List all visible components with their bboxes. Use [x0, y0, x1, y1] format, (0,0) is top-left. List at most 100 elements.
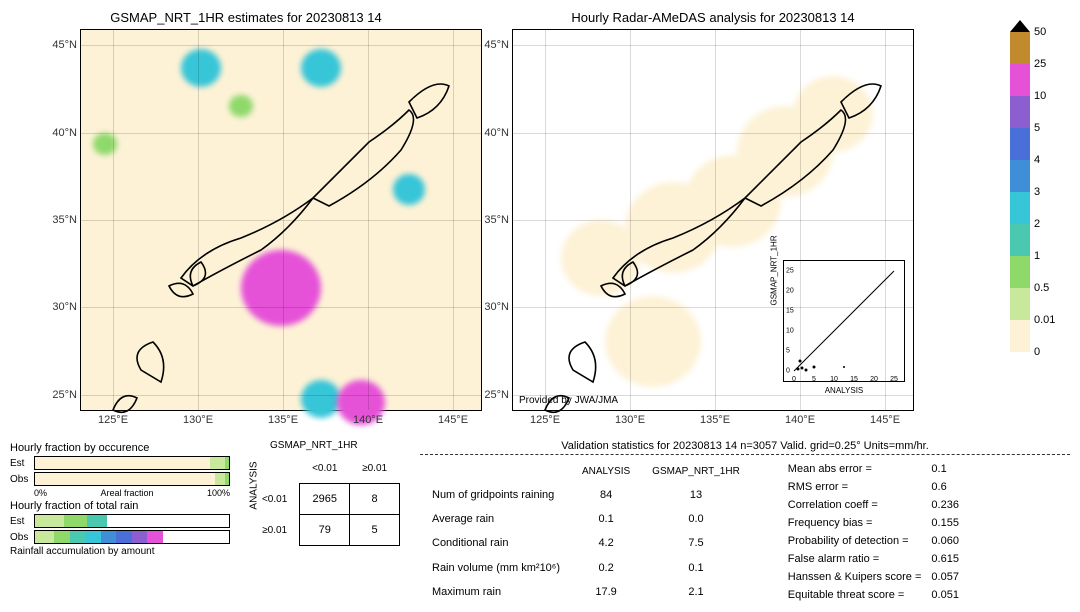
- ytick: 35°N: [52, 214, 81, 226]
- stats-cell: Conditional rain: [422, 532, 570, 554]
- stats-cell: 0.0: [642, 508, 750, 530]
- bar-area: [34, 472, 230, 486]
- metric-value: 0.236: [927, 497, 963, 513]
- colorbar-tick: 0: [1034, 346, 1040, 358]
- bar-seg: [163, 531, 229, 543]
- colorbar-tick: 0.01: [1034, 314, 1055, 326]
- xtick: 145°E: [438, 410, 468, 426]
- ct-col: ≥0.01: [350, 453, 400, 484]
- xtick: 145°E: [870, 410, 900, 426]
- stats-cell: 0.1: [642, 556, 750, 578]
- colorbar-tick: 50: [1034, 26, 1046, 38]
- metric-value: 0.1: [927, 461, 963, 477]
- bar-area: [34, 530, 230, 544]
- precip-blob: [393, 174, 425, 204]
- inset-tick: 5: [786, 348, 790, 355]
- stats-cell: 0.1: [572, 508, 640, 530]
- inset-tick: 25: [890, 376, 898, 383]
- xtick: 135°E: [700, 410, 730, 426]
- axis-label: Areal fraction: [100, 488, 153, 498]
- colorbar-tick: 2: [1034, 218, 1040, 230]
- ytick: 35°N: [484, 214, 513, 226]
- inset-tick: 0: [792, 376, 796, 383]
- stats-cell: 2.1: [642, 581, 750, 603]
- xtick: 130°E: [615, 410, 645, 426]
- ct-row-header: ANALYSIS: [249, 461, 260, 509]
- stats-cell: 17.9: [572, 581, 640, 603]
- japan-coastline: [81, 30, 481, 430]
- inset-tick: 20: [786, 288, 794, 295]
- metric-value: 0.615: [927, 551, 963, 567]
- metric-label: RMS error =: [784, 479, 926, 495]
- colorbar-segment: [1010, 320, 1030, 352]
- stats-cell: Num of gridpoints raining: [422, 484, 570, 506]
- inset-xlabel: ANALYSIS: [784, 386, 904, 395]
- ytick: 25°N: [52, 389, 81, 401]
- stats-cell: 13: [642, 484, 750, 506]
- bar-label: Obs: [10, 474, 34, 485]
- inset-tick: 15: [786, 308, 794, 315]
- metric-label: Frequency bias =: [784, 515, 926, 531]
- inset-tick: 5: [812, 376, 816, 383]
- ct-cell: 5: [350, 515, 400, 546]
- inset-tick: 20: [870, 376, 878, 383]
- stats-col: GSMAP_NRT_1HR: [642, 461, 750, 482]
- hourly-fraction-panel: Hourly fraction by occurence EstObs 0% A…: [10, 440, 230, 605]
- xtick: 140°E: [785, 410, 815, 426]
- precip-blob: [241, 250, 321, 326]
- inset-tick: 25: [786, 268, 794, 275]
- stats-cell: Average rain: [422, 508, 570, 530]
- bar-seg: [147, 531, 163, 543]
- inset-ylabel: GSMAP_NRT_1HR: [770, 235, 779, 305]
- colorbar-tick: 5: [1034, 122, 1040, 134]
- bar-area: [34, 456, 230, 470]
- bar-seg: [225, 457, 229, 469]
- metric-label: Equitable threat score =: [784, 587, 926, 603]
- stats-cell: 0.2: [572, 556, 640, 578]
- bar-seg: [215, 473, 225, 485]
- axis-tick: 100%: [207, 488, 230, 498]
- bar-seg: [116, 531, 132, 543]
- ytick: 40°N: [52, 127, 81, 139]
- ytick: 30°N: [484, 301, 513, 313]
- precip-blob: [605, 296, 701, 387]
- colorbar: 502510543210.50.010: [1010, 20, 1070, 420]
- bar-row: Est: [10, 456, 230, 470]
- ytick: 40°N: [484, 127, 513, 139]
- xtick: 130°E: [183, 410, 213, 426]
- stats-col: ANALYSIS: [572, 461, 640, 482]
- colorbar-segment: [1010, 160, 1030, 192]
- metric-value: 0.155: [927, 515, 963, 531]
- inset-tick: 10: [786, 328, 794, 335]
- bar-seg: [35, 473, 215, 485]
- right-map: Provided by JWA/JMA ANALYSIS GSMAP_NRT_1…: [512, 29, 914, 411]
- colorbar-segment: [1010, 64, 1030, 96]
- stats-cell: Maximum rain: [422, 581, 570, 603]
- colorbar-tick: 0.5: [1034, 282, 1049, 294]
- precip-blob: [301, 380, 341, 418]
- ct-cell: 8: [350, 484, 400, 515]
- bar-seg: [225, 473, 229, 485]
- metric-label: False alarm ratio =: [784, 551, 926, 567]
- left-map: 25°N30°N35°N40°N45°N125°E130°E135°E140°E…: [80, 29, 482, 411]
- stats-cell: 7.5: [642, 532, 750, 554]
- metric-label: Hanssen & Kuipers score =: [784, 569, 926, 585]
- colorbar-tick: 3: [1034, 186, 1040, 198]
- inset-scatter: ANALYSIS GSMAP_NRT_1HR 00551010151520202…: [783, 260, 905, 382]
- rainfall-footer: Rainfall accumulation by amount: [10, 546, 230, 557]
- bar-seg: [87, 515, 106, 527]
- precip-blob: [181, 49, 221, 87]
- bar-seg: [101, 531, 117, 543]
- stats-col: [422, 461, 570, 482]
- precip-blob: [561, 220, 641, 296]
- ytick: 25°N: [484, 389, 513, 401]
- attribution: Provided by JWA/JMA: [519, 395, 618, 406]
- colorbar-tick: 25: [1034, 58, 1046, 70]
- colorbar-segment: [1010, 32, 1030, 64]
- bar-label: Obs: [10, 532, 34, 543]
- inset-tick: 15: [850, 376, 858, 383]
- inset-tick: 0: [786, 368, 790, 375]
- bar-row: Obs: [10, 530, 230, 544]
- stats-header: Validation statistics for 20230813 14 n=…: [420, 440, 1070, 452]
- precip-blob: [229, 95, 253, 118]
